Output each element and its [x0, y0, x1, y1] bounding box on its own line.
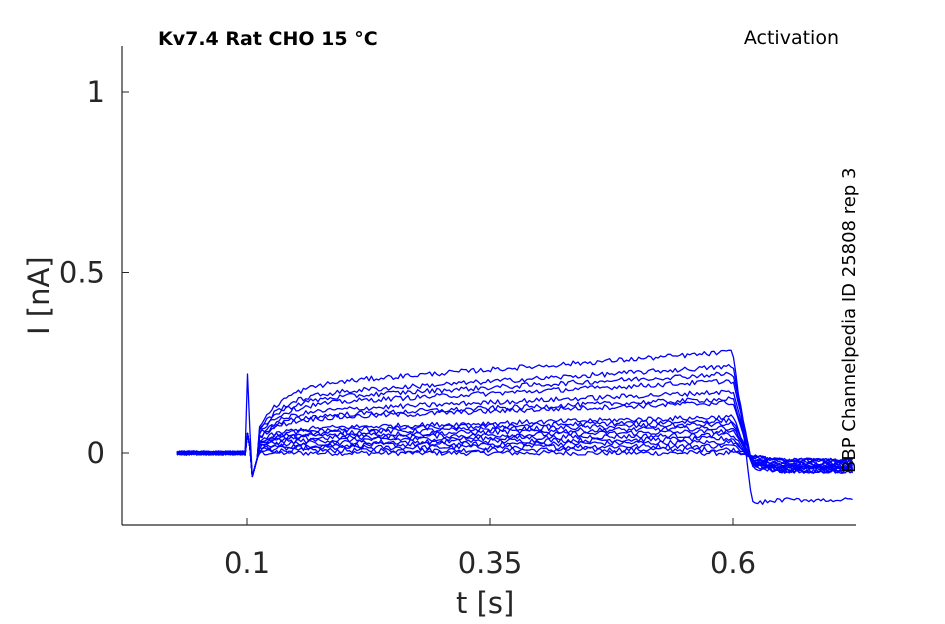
source-label: BBP Channelpedia ID 25808 rep 3 [839, 167, 860, 473]
x-tick-label: 0.6 [710, 546, 756, 580]
y-axis-label: I [nA] [22, 256, 56, 335]
current-trace [176, 432, 854, 478]
current-trace [176, 389, 854, 478]
current-trace [176, 432, 854, 478]
y-tick-label: 0 [87, 436, 105, 470]
y-tick-label: 0.5 [59, 256, 105, 290]
x-tick-label: 0.35 [458, 546, 523, 580]
current-trace [176, 349, 853, 505]
y-tick-label: 1 [87, 75, 105, 109]
current-trace [176, 399, 853, 478]
x-tick-label: 0.1 [224, 546, 270, 580]
traces-group [176, 349, 854, 505]
protocol-label: Activation [743, 27, 839, 49]
current-trace [176, 363, 854, 478]
current-trace [176, 396, 853, 478]
axes-group: 0.1 0.35 0.6 0 0.5 1 [59, 46, 856, 580]
x-axis-label: t [s] [456, 586, 515, 620]
current-trace [176, 432, 854, 478]
current-trace [176, 414, 853, 478]
current-trace [176, 373, 853, 478]
chart-title: Kv7.4 Rat CHO 15 °C [158, 28, 378, 50]
